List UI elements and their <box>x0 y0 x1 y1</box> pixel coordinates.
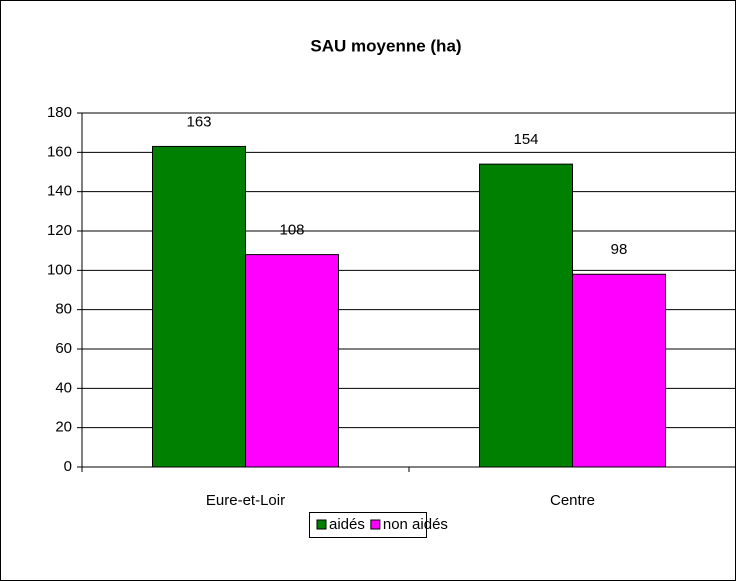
x-tick-label: Eure-et-Loir <box>206 492 285 509</box>
y-tick-label: 140 <box>47 183 72 200</box>
data-label: 154 <box>513 131 538 148</box>
y-tick-label: 100 <box>47 261 72 278</box>
bar <box>245 254 339 468</box>
x-tick-label: Centre <box>550 492 595 509</box>
y-tick-label: 60 <box>55 340 72 357</box>
legend-swatch <box>316 519 327 530</box>
chart-title: SAU moyenne (ha) <box>310 36 461 55</box>
data-label: 163 <box>186 113 211 130</box>
bar <box>479 163 573 468</box>
legend-label: aidés <box>329 516 365 533</box>
y-tick-label: 160 <box>47 143 72 160</box>
data-label: 108 <box>279 222 304 239</box>
y-tick-label: 180 <box>47 104 72 121</box>
legend-swatch <box>370 519 381 530</box>
data-label: 98 <box>611 241 628 258</box>
y-tick-label: 80 <box>55 301 72 318</box>
y-tick-label: 20 <box>55 419 72 436</box>
bar <box>152 145 246 468</box>
y-tick-label: 120 <box>47 222 72 239</box>
bar <box>572 273 666 468</box>
legend-label: non aidés <box>383 516 448 533</box>
legend-box <box>309 512 427 538</box>
y-tick-label: 0 <box>64 458 72 475</box>
y-tick-label: 40 <box>55 379 72 396</box>
